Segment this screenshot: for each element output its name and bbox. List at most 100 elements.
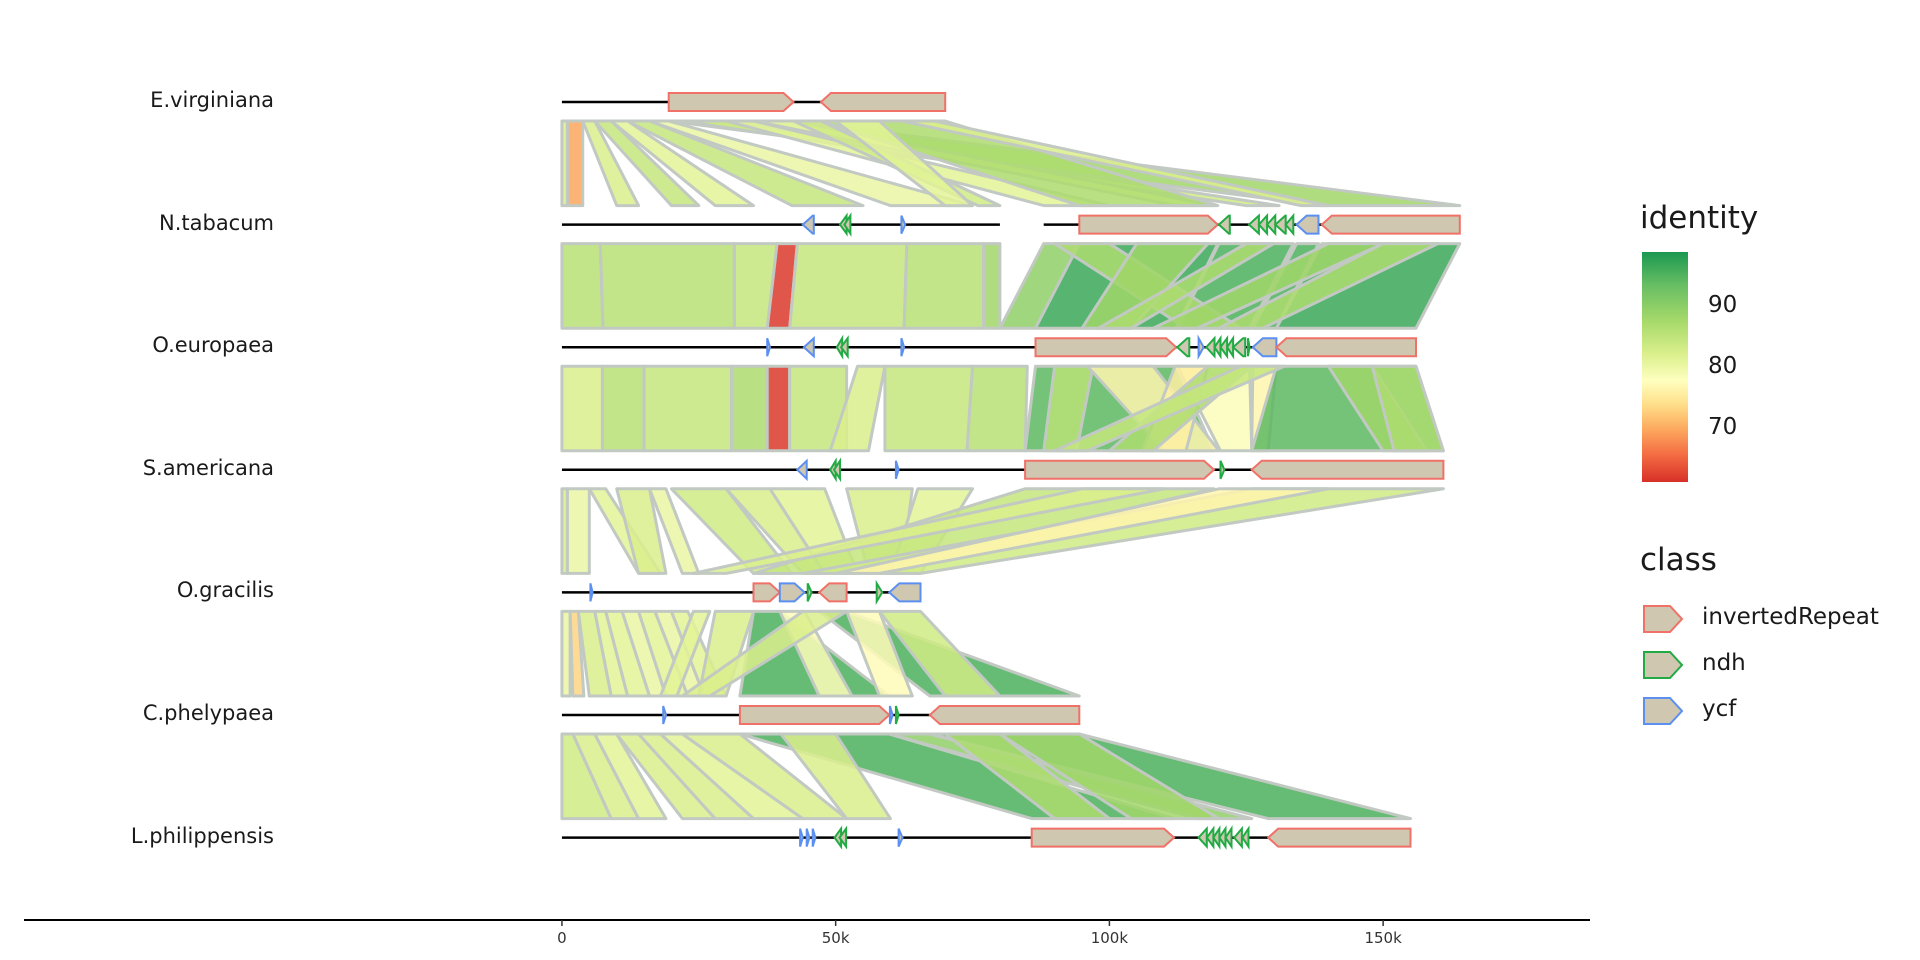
synteny-link-1-6 xyxy=(981,242,1002,330)
sequence-label-3: S.americana xyxy=(142,455,274,480)
synteny-link-1-5 xyxy=(902,242,985,330)
identity-tick-label-2: 70 xyxy=(1708,413,1738,440)
synteny-link-0-2 xyxy=(581,119,641,208)
synteny-link-0-14 xyxy=(899,119,1330,208)
synteny-link-3-1 xyxy=(565,487,591,575)
synteny-link-4-0 xyxy=(560,609,572,698)
feature-ndh-4-3 xyxy=(806,583,813,602)
feature-ndh-6-4 xyxy=(838,825,848,850)
sequence-label-0: E.virginiana xyxy=(150,88,274,112)
class-key-arrow-invertedRepeat xyxy=(1643,605,1684,633)
feature-ndh-1-2 xyxy=(843,212,852,237)
feature-ndh-6-12 xyxy=(1232,825,1243,850)
synteny-link-2-17 xyxy=(1053,364,1287,453)
identity-colorbar xyxy=(1642,252,1688,482)
feature-ycf-1-0 xyxy=(801,214,815,235)
class-legend-label-ycf: ycf xyxy=(1702,696,1737,722)
synteny-link-2-8 xyxy=(965,364,1029,453)
feature-ycf-3-0 xyxy=(795,458,808,482)
synteny-links xyxy=(560,119,1462,821)
synteny-link-4-15 xyxy=(877,609,1002,698)
identity-tick-0 xyxy=(1690,305,1698,308)
synteny-link-2-0 xyxy=(560,364,604,453)
sequence-label-1: N.tabacum xyxy=(159,210,274,235)
feature-ndh-3-5 xyxy=(1219,460,1226,480)
feature-invertedRepeat-4-1 xyxy=(752,582,782,603)
feature-ndh-2-3 xyxy=(839,335,849,360)
feature-ycf-5-2 xyxy=(888,705,894,725)
feature-ndh-6-11 xyxy=(1224,825,1233,850)
feature-invertedRepeat-2-15 xyxy=(1274,337,1417,358)
feature-ycf-1-11 xyxy=(1295,214,1320,235)
synteny-link-0-13 xyxy=(834,119,975,208)
feature-ycf-6-5 xyxy=(897,828,904,847)
feature-ndh-5-3 xyxy=(894,705,900,725)
feature-invertedRepeat-3-4 xyxy=(1024,459,1216,480)
identity-tick-label-0: 90 xyxy=(1708,292,1738,319)
feature-invertedRepeat-6-6 xyxy=(1030,827,1176,848)
synteny-link-2-6 xyxy=(828,364,887,453)
sequence-label-2: O.europaea xyxy=(152,333,274,358)
synteny-link-5-12 xyxy=(779,732,892,821)
feature-invertedRepeat-1-12 xyxy=(1320,214,1461,235)
identity-legend-title: identity xyxy=(1640,200,1759,236)
synteny-link-1-16 xyxy=(1217,242,1440,330)
gene-features xyxy=(589,92,1461,850)
feature-invertedRepeat-5-4 xyxy=(928,705,1081,725)
class-legend-label-ndh: ndh xyxy=(1702,650,1746,676)
feature-ndh-2-8 xyxy=(1204,335,1216,359)
synteny-link-2-7 xyxy=(883,364,975,453)
feature-invertedRepeat-0-1 xyxy=(819,92,947,112)
synteny-link-3-13 xyxy=(691,487,1166,575)
feature-ycf-2-7 xyxy=(1197,334,1205,361)
class-legend-title: class xyxy=(1640,542,1717,578)
synteny-link-4-14 xyxy=(845,609,914,698)
feature-invertedRepeat-4-4 xyxy=(817,582,848,603)
feature-ycf-3-3 xyxy=(894,460,900,480)
synteny-link-3-3 xyxy=(615,487,668,575)
class-key-arrow-ycf xyxy=(1643,697,1684,725)
synteny-link-2-19 xyxy=(1370,364,1445,453)
synteny-link-0-5 xyxy=(626,119,865,208)
identity-tick-1 xyxy=(1690,366,1698,368)
feature-ndh-1-10 xyxy=(1284,212,1295,237)
synteny-link-2-4 xyxy=(765,364,792,453)
synteny-link-1-14 xyxy=(1096,242,1276,330)
x-axis-tick-label-1: 50k xyxy=(821,929,850,947)
synteny-link-5-2 xyxy=(593,732,668,821)
feature-invertedRepeat-1-4 xyxy=(1078,214,1220,235)
feature-ycf-6-2 xyxy=(811,828,817,847)
feature-ndh-1-5 xyxy=(1217,214,1231,235)
sequence-label-6: L.philippensis xyxy=(130,823,274,848)
synteny-link-0-4 xyxy=(609,119,756,208)
feature-ycf-2-4 xyxy=(900,337,906,357)
synteny-link-0-3 xyxy=(593,119,701,208)
synteny-link-5-10 xyxy=(943,732,1111,821)
synteny-link-4-16 xyxy=(680,609,849,698)
feature-ndh-3-2 xyxy=(832,457,841,483)
synteny-link-2-1 xyxy=(600,364,646,453)
feature-ycf-4-0 xyxy=(589,583,594,602)
feature-ndh-6-13 xyxy=(1241,825,1250,850)
feature-ycf-5-0 xyxy=(662,705,668,725)
feature-ndh-2-13 xyxy=(1246,338,1251,357)
x-axis-tick-label-0: 0 xyxy=(557,929,567,947)
synteny-link-4-1 xyxy=(568,609,586,698)
synteny-link-2-3 xyxy=(730,364,769,453)
class-key-arrow-ndh xyxy=(1643,651,1684,679)
synteny-link-2-2 xyxy=(642,364,734,453)
sequence-label-4: O.gracilis xyxy=(176,578,274,603)
synteny-link-3-12 xyxy=(834,487,1330,575)
synteny-link-4-9 xyxy=(658,609,712,698)
feature-invertedRepeat-3-6 xyxy=(1250,459,1445,480)
feature-ycf-4-2 xyxy=(778,582,806,603)
feature-ndh-1-9 xyxy=(1273,214,1287,235)
synteny-link-1-1 xyxy=(598,242,736,330)
sequence-label-5: C.phelypaea xyxy=(142,701,274,725)
feature-ycf-2-0 xyxy=(766,337,772,357)
feature-ndh-2-12 xyxy=(1231,337,1247,358)
synteny-link-0-1 xyxy=(565,119,585,208)
identity-tick-2 xyxy=(1690,426,1698,429)
feature-invertedRepeat-2-5 xyxy=(1034,337,1178,358)
synteny-link-1-0 xyxy=(560,242,605,330)
